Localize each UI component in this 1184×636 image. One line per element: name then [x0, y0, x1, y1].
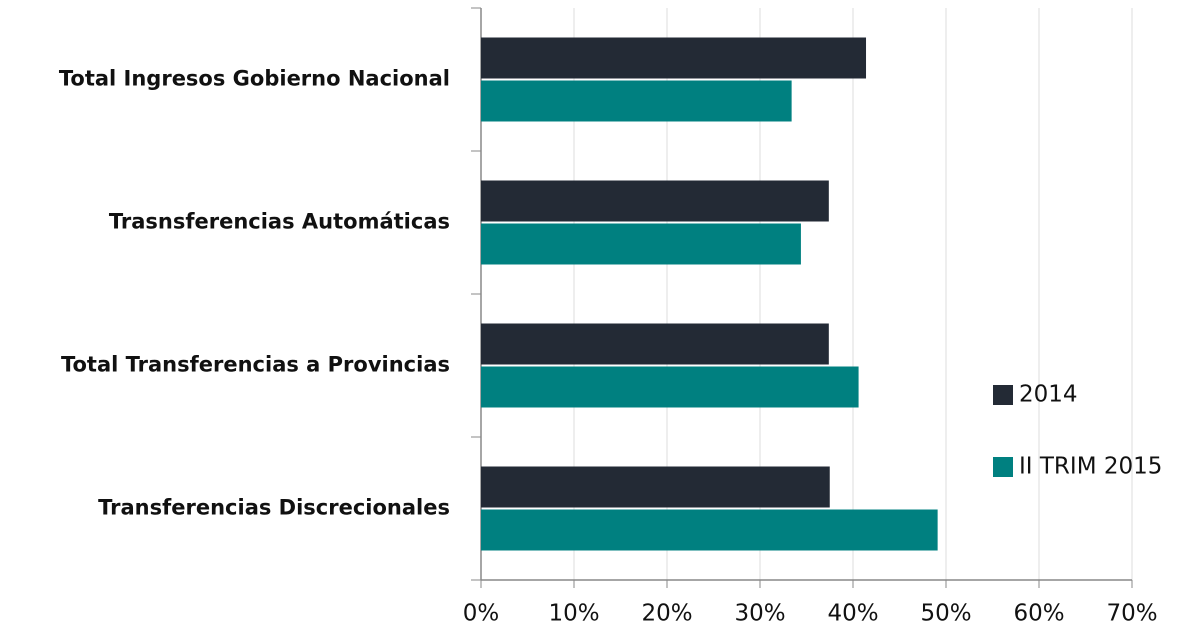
- x-tick-label: 20%: [641, 601, 692, 627]
- legend-label: 2014: [1019, 382, 1078, 408]
- bar: [481, 37, 867, 79]
- bar: [481, 223, 801, 265]
- x-tick-label: 0%: [463, 601, 500, 627]
- x-tick-label: 70%: [1106, 601, 1157, 627]
- bar: [481, 323, 829, 365]
- category-label: Trasnsferencias Automáticas: [109, 210, 450, 234]
- category-label: Transferencias Discrecionales: [98, 496, 450, 520]
- legend-label: II TRIM 2015: [1019, 454, 1162, 480]
- legend-swatch: [993, 385, 1013, 405]
- category-label: Total Ingresos Gobierno Nacional: [59, 67, 450, 91]
- bar: [481, 466, 830, 508]
- x-tick-label: 40%: [827, 601, 878, 627]
- bar: [481, 366, 859, 408]
- legend-swatch: [993, 457, 1013, 477]
- bar: [481, 80, 792, 122]
- x-tick-label: 50%: [920, 601, 971, 627]
- bar: [481, 509, 938, 551]
- bar: [481, 180, 829, 222]
- x-tick-label: 10%: [548, 601, 599, 627]
- x-tick-label: 60%: [1013, 601, 1064, 627]
- category-label: Total Transferencias a Provincias: [61, 353, 450, 377]
- x-tick-label: 30%: [734, 601, 785, 627]
